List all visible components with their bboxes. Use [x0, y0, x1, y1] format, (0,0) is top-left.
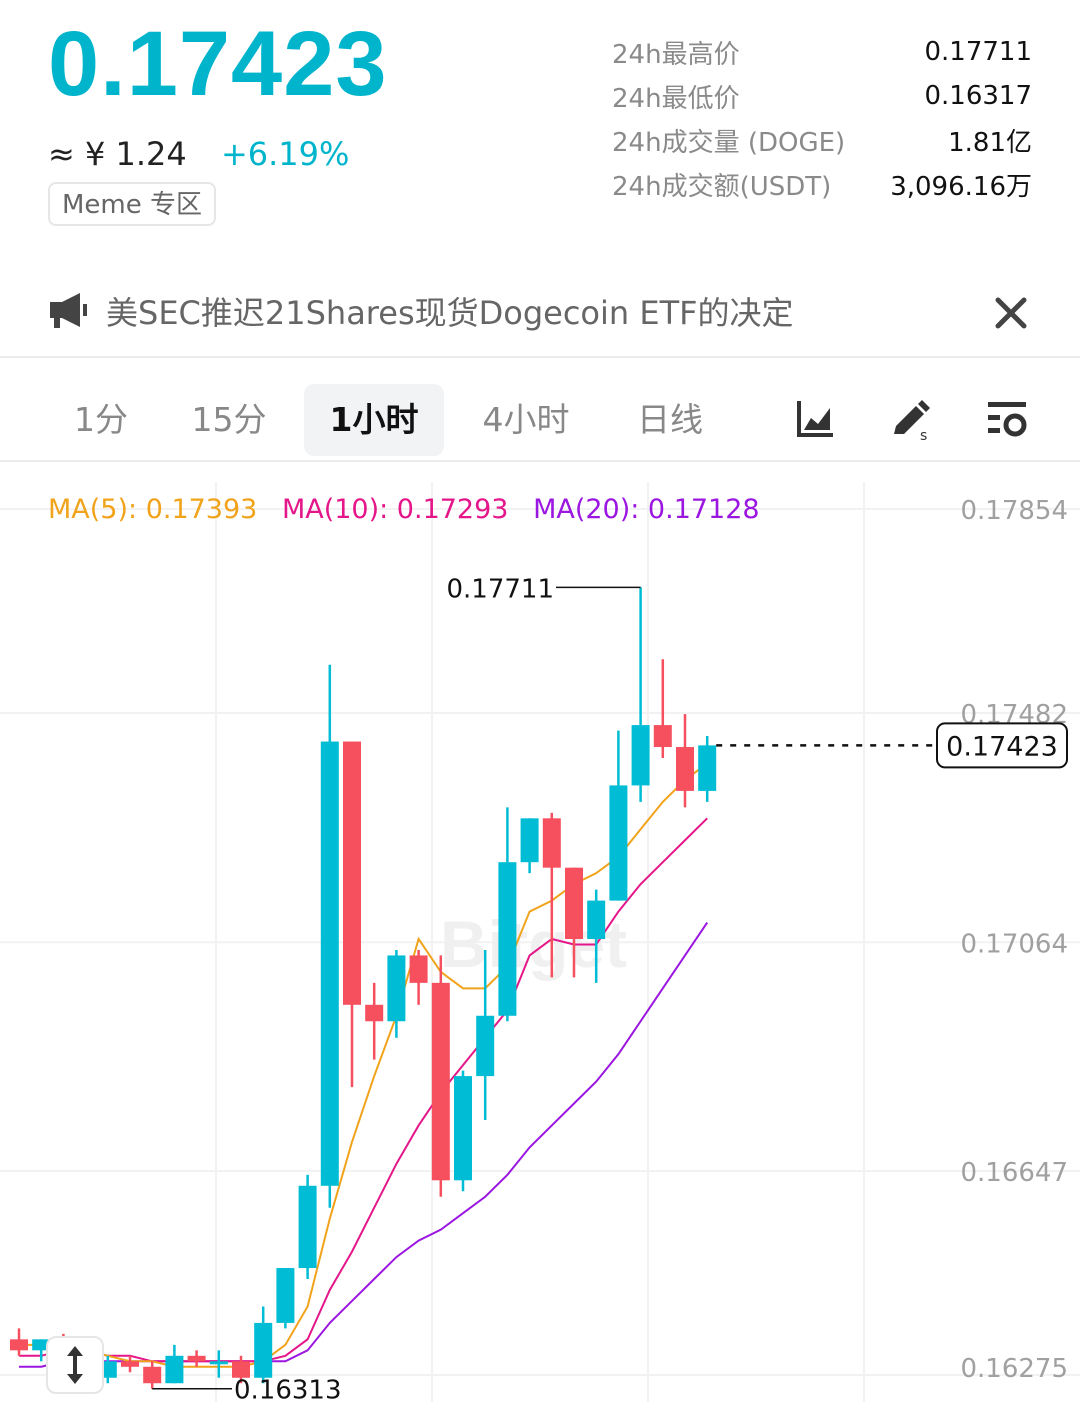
stat-volume: 24h成交量 (DOGE) 1.81亿	[612, 118, 1032, 162]
low-marker-label: 0.16313	[234, 1376, 342, 1402]
candle-body	[409, 955, 428, 983]
ma10-line	[19, 817, 708, 1363]
current-price-box	[936, 722, 1068, 769]
candle-body	[498, 862, 517, 1016]
tab-1min[interactable]: 1分	[74, 400, 128, 439]
last-price: 0.17423	[48, 13, 388, 115]
candlestick-chart[interactable]: Bitget 0.178540.174820.170640.166470.162…	[0, 482, 1080, 1402]
stat-low: 24h最低价 0.16317	[612, 74, 1032, 118]
y-tick-label: 0.17064	[960, 929, 1068, 959]
chart-settings-icon[interactable]	[986, 398, 1028, 444]
candle-body	[454, 1076, 472, 1181]
stat-value: 1.81亿	[948, 127, 1032, 158]
candle-body	[676, 747, 694, 791]
close-icon[interactable]	[990, 292, 1032, 338]
candle-body	[209, 1361, 228, 1365]
candle-body	[187, 1355, 206, 1362]
notice-text[interactable]: 美SEC推迟21Shares现货Dogecoin ETF的决定	[106, 294, 794, 332]
stat-label: 24h最高价	[612, 39, 740, 70]
candle-body	[254, 1322, 273, 1378]
price-change: +6.19%	[220, 135, 350, 173]
candle-body	[320, 741, 339, 1186]
candle-body	[631, 725, 650, 786]
scale-toggle-button[interactable]	[46, 1336, 104, 1394]
tab-daily[interactable]: 日线	[637, 400, 703, 439]
draw-tool-icon[interactable]: s	[890, 398, 934, 446]
candle-body	[298, 1185, 317, 1269]
stat-value: 3,096.16万	[890, 171, 1032, 202]
stat-value: 0.16317	[924, 81, 1032, 111]
candle-body	[476, 1015, 495, 1077]
candle-body	[10, 1339, 28, 1351]
stat-value: 0.17711	[924, 37, 1032, 67]
price-sub-row: ≈ ¥ 1.24 +6.19%	[48, 132, 349, 176]
candle-body	[143, 1366, 162, 1384]
candle-body	[387, 955, 406, 1022]
candle-body	[165, 1355, 184, 1384]
svg-text:s: s	[920, 428, 927, 442]
y-tick-label: 0.16647	[960, 1158, 1068, 1188]
candle-body	[276, 1268, 295, 1323]
candle-body	[609, 785, 628, 901]
notice-bar[interactable]: 美SEC推迟21Shares现货Dogecoin ETF的决定	[0, 270, 1080, 358]
vertical-resize-icon	[67, 1346, 83, 1384]
stat-label: 24h成交额(USDT)	[612, 171, 832, 202]
ma20-label: MA(20): 0.17128	[533, 494, 760, 525]
ma5-line	[19, 762, 708, 1368]
meme-zone-tag[interactable]: Meme 专区	[48, 182, 217, 226]
candle-body	[343, 741, 361, 1005]
high-marker-label: 0.17711	[446, 574, 554, 604]
ma5-label: MA(5): 0.17393	[48, 494, 258, 525]
candle-body	[232, 1361, 250, 1378]
stat-label: 24h成交量 (DOGE)	[612, 127, 846, 158]
stat-high: 24h最高价 0.17711	[612, 30, 1032, 74]
candle-body	[32, 1339, 51, 1351]
current-price-label: 0.17423	[946, 731, 1058, 762]
megaphone-icon	[48, 290, 90, 336]
ma20-line	[19, 921, 709, 1368]
tab-1hour[interactable]: 1小时	[304, 384, 444, 456]
tab-15min[interactable]: 15分	[191, 400, 267, 439]
candle-body	[542, 818, 561, 868]
cny-price: ≈ ¥ 1.24	[48, 135, 187, 173]
stat-turnover: 24h成交额(USDT) 3,096.16万	[612, 162, 1032, 206]
indicator-chart-icon[interactable]	[796, 398, 836, 442]
candle-body	[431, 982, 450, 1181]
candle-body	[520, 818, 539, 863]
stats-panel: 24h最高价 0.17711 24h最低价 0.16317 24h成交量 (DO…	[612, 30, 1032, 206]
candle-body	[587, 900, 606, 939]
ma10-label: MA(10): 0.17293	[281, 494, 509, 525]
timeframe-tabs: 1分 15分 1小时 4小时 日线 s	[0, 380, 1080, 462]
candle-body	[365, 1004, 384, 1022]
tab-4hour[interactable]: 4小时	[482, 400, 570, 439]
ma-legend: MA(5): 0.17393 MA(10): 0.17293 MA(20): 0…	[48, 490, 776, 530]
candle-body	[565, 867, 583, 939]
y-tick-label: 0.16275	[960, 1354, 1068, 1384]
candle-body	[698, 745, 717, 791]
stat-label: 24h最低价	[612, 83, 740, 114]
candle-body	[121, 1361, 139, 1367]
candle-body	[653, 725, 672, 748]
y-tick-label: 0.17854	[960, 496, 1068, 526]
